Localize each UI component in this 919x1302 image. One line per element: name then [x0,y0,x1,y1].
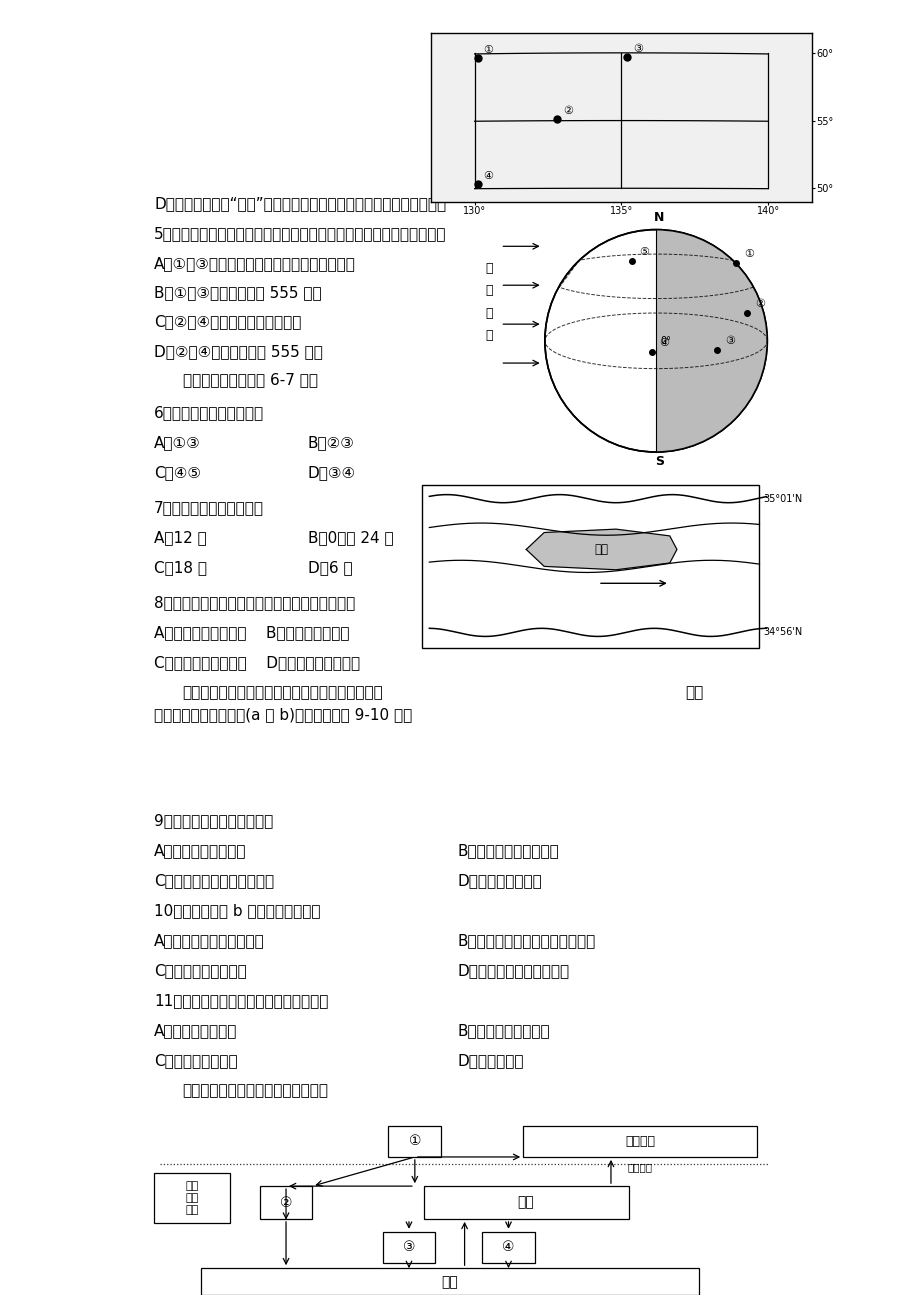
Text: B．①到③的最短距离是 555 千米: B．①到③的最短距离是 555 千米 [154,285,322,301]
Text: A．三地都位于北半球: A．三地都位于北半球 [154,842,246,858]
Text: 9．对三地位置判断正确的是: 9．对三地位置判断正确的是 [154,812,273,828]
Text: B．0时或 24 时: B．0时或 24 时 [307,530,392,546]
Text: B．②③: B．②③ [307,435,354,450]
Text: 8．如图所示，河中有一沙坝，下列叙述正确的是: 8．如图所示，河中有一沙坝，下列叙述正确的是 [154,595,355,611]
Text: 线: 线 [485,329,493,341]
Text: 地面: 地面 [441,1275,458,1289]
Text: 0°: 0° [660,336,671,346]
Text: A．①到③的最短航线方向是先向东北再向东南: A．①到③的最短航线方向是先向东北再向东南 [154,256,356,272]
Text: ④: ④ [659,339,669,349]
Text: A．12 时: A．12 时 [154,530,207,546]
FancyBboxPatch shape [523,1126,756,1157]
FancyBboxPatch shape [423,1186,628,1219]
Text: A．此时地球公转速度最快: A．此时地球公转速度最快 [154,934,265,948]
Text: C．地幔和地核之间: C．地幔和地核之间 [154,1053,238,1069]
FancyBboxPatch shape [154,1173,230,1223]
Text: ④: ④ [482,171,493,181]
Text: ②: ② [562,105,573,116]
Text: ②: ② [754,299,765,310]
Text: ③: ③ [403,1241,414,1254]
Text: 6．图中地方时相同的点是: 6．图中地方时相同的点是 [154,405,264,419]
Text: 吸收
反射
散射: 吸收 反射 散射 [186,1181,199,1215]
Text: C．乙地位于北半球中纬地带: C．乙地位于北半球中纬地带 [154,874,274,888]
Text: ⑤: ⑤ [639,247,649,258]
Text: 大气上界: 大气上界 [627,1163,652,1172]
Text: C．沙坝将与南岸相连    D．沙坝将与北岸相连: C．沙坝将与南岸相连 D．沙坝将与北岸相连 [154,655,360,671]
Text: N: N [653,211,664,224]
Text: 11．一般认为，岩浆的的主要发源地位于: 11．一般认为，岩浆的的主要发源地位于 [154,993,328,1008]
Text: S: S [654,456,664,469]
FancyBboxPatch shape [382,1232,435,1263]
Text: 太: 太 [485,262,493,275]
FancyBboxPatch shape [388,1126,441,1157]
Text: D．6 时: D．6 时 [307,560,352,575]
Text: D．③④: D．③④ [307,465,356,480]
Text: 7．图示时刻，北京时间是: 7．图示时刻，北京时间是 [154,500,264,516]
Wedge shape [655,229,766,452]
Polygon shape [526,529,676,570]
Text: 沙坝: 沙坝 [594,543,608,556]
Text: 10．在甲图中当 b 代表的节气出现时: 10．在甲图中当 b 代表的节气出现时 [154,904,321,918]
Text: C．④⑤: C．④⑤ [154,465,201,480]
Text: 大气: 大气 [517,1195,534,1210]
Text: D．高能带电粒子“轰击”地球高层大气，使地球赤道附近出现极光现象: D．高能带电粒子“轰击”地球高层大气，使地球赤道附近出现极光现象 [154,197,446,211]
Text: ①: ① [408,1134,421,1148]
Text: B．甲地位于北回归线上: B．甲地位于北回归线上 [457,842,559,858]
Text: 34°56'N: 34°56'N [762,628,801,638]
Text: B．岩石圈和地幔之间: B．岩石圈和地幔之间 [457,1023,550,1039]
FancyBboxPatch shape [259,1186,312,1219]
Text: 甲、乙、丙三幅图所示的是地处不同纬度的三座房: 甲、乙、丙三幅图所示的是地处不同纬度的三座房 [183,686,383,700]
FancyBboxPatch shape [482,1232,534,1263]
Text: 至日时的阳光照射情况(a 或 b)。读图，回答 9-10 题。: 至日时的阳光照射情况(a 或 b)。读图，回答 9-10 题。 [154,708,412,723]
Text: C．18 时: C．18 时 [154,560,207,575]
Text: 宇宙空间: 宇宙空间 [625,1135,654,1148]
Text: 屋二: 屋二 [685,686,703,700]
Text: A．地壳和地幔之间: A．地壳和地幔之间 [154,1023,237,1039]
Text: 35°01'N: 35°01'N [762,493,801,504]
Text: A．南岸沉积作用强烈    B．北岸受冲刷严重: A．南岸沉积作用强烈 B．北岸受冲刷严重 [154,625,349,641]
Text: ②: ② [279,1195,292,1210]
Text: ④: ④ [502,1241,515,1254]
Text: ③: ③ [632,43,642,53]
Text: D．岩石圈内部: D．岩石圈内部 [457,1053,523,1069]
Text: ①: ① [482,44,493,55]
Text: D．②到④的最短距离是 555 千米: D．②到④的最短距离是 555 千米 [154,344,323,359]
Text: D．丙地位于北温带: D．丙地位于北温带 [457,874,541,888]
Text: D．此时长春昼最长夜最短: D．此时长春昼最长夜最短 [457,963,569,978]
Text: 读太阳光照图，回答 6-7 题。: 读太阳光照图，回答 6-7 题。 [183,372,317,387]
Text: B．北京正午太阳高度角达最小值: B．北京正午太阳高度角达最小值 [457,934,595,948]
Text: C．悉尼此时高温多雨: C．悉尼此时高温多雨 [154,963,246,978]
Text: 光: 光 [485,306,493,319]
Text: A．①③: A．①③ [154,435,200,450]
Text: ③: ③ [724,336,734,346]
FancyBboxPatch shape [201,1268,698,1295]
Text: 5．读某局部经纬网图，有关图中各点之间的最短距离的说法，错误的是: 5．读某局部经纬网图，有关图中各点之间的最短距离的说法，错误的是 [154,227,447,241]
Text: ①: ① [743,250,753,259]
Text: 阳: 阳 [485,284,493,297]
Text: 读大气受热过程示意图，完成下题。: 读大气受热过程示意图，完成下题。 [183,1083,328,1099]
Text: C．②到④的最短航线方向是正南: C．②到④的最短航线方向是正南 [154,315,301,329]
